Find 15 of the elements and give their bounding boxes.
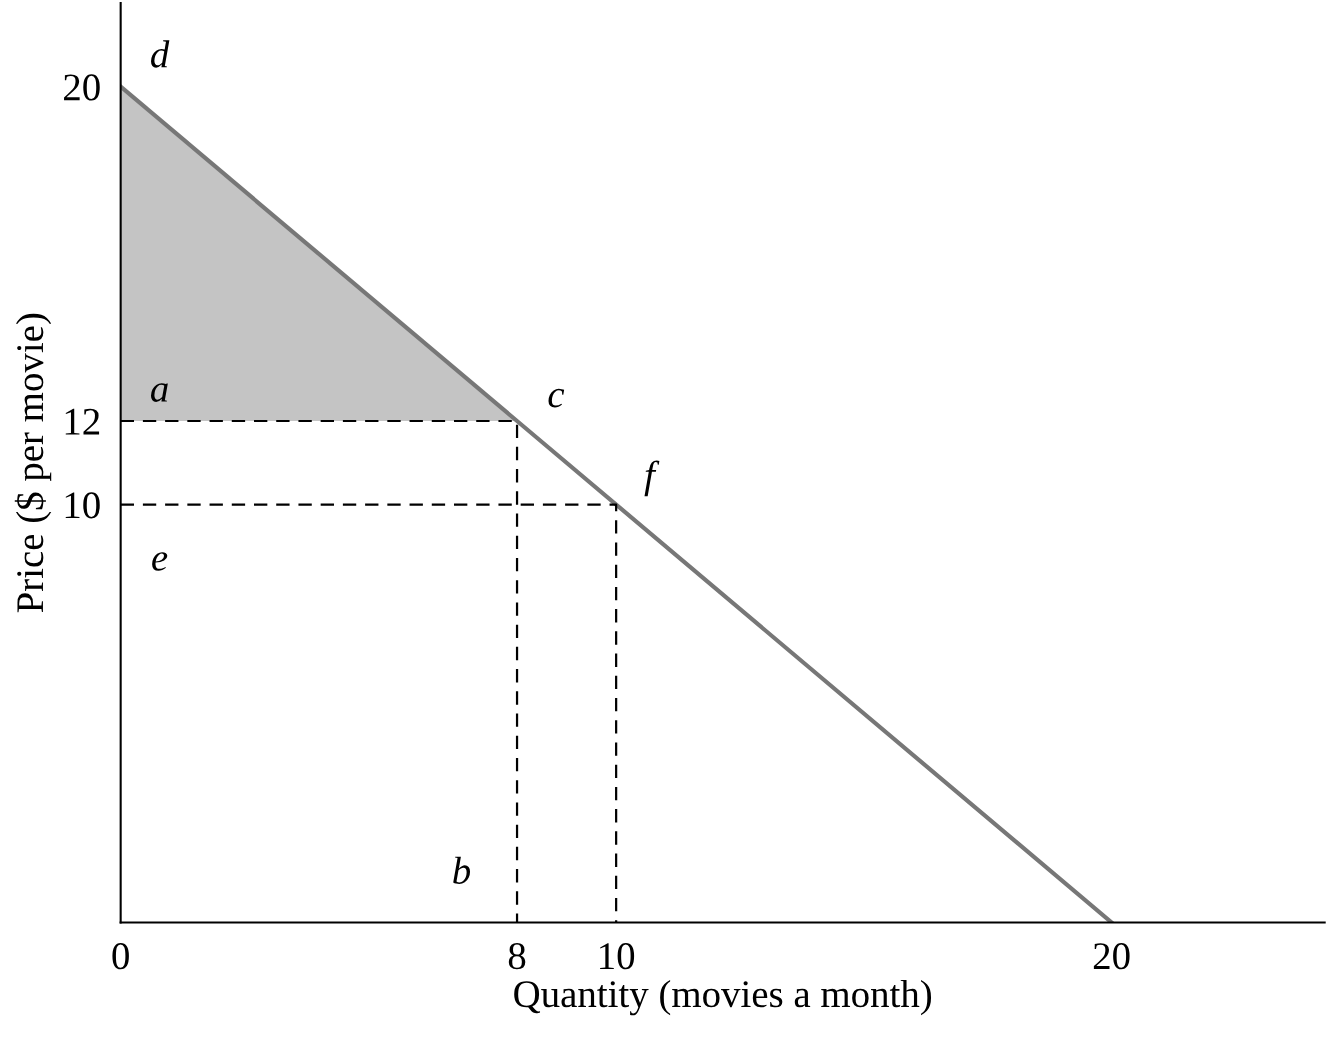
x-axis-title: Quantity (movies a month) [514,979,932,1016]
annotation: e [152,552,168,571]
annotation: c [548,388,565,408]
y-tick-label: 12 [65,408,100,435]
annotation: a [150,383,168,403]
y-axis-title: Price ($ per movie) [14,313,52,613]
annotation: f [644,460,660,497]
x-tick-label: 20 [1093,943,1130,970]
annotation: b [453,856,471,885]
x-tick-label: 8 [508,943,526,970]
y-tick-label: 20 [64,74,100,101]
x-tick-label: 0 [112,943,129,970]
x-tick-label: 10 [600,943,635,970]
annotation: d [151,40,170,68]
y-tick-label: 10 [65,492,100,519]
